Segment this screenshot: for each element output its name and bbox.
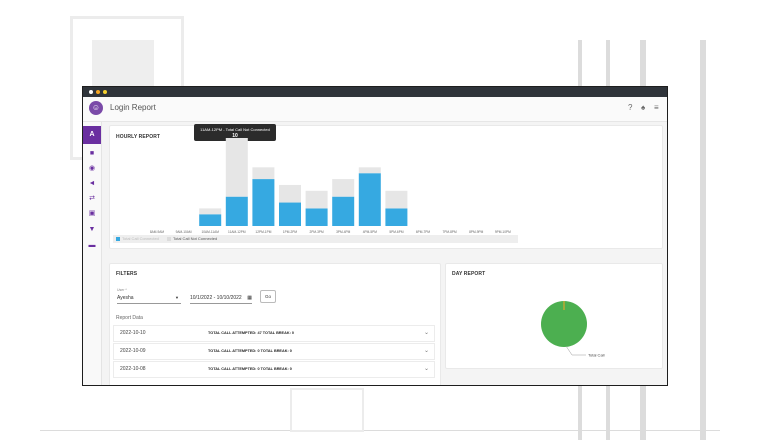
report-row[interactable]: 2022-10-09 TOTAL CALL ATTEMPTED: 0 TOTAL… (113, 343, 435, 360)
bar-not-connected-4[interactable] (252, 167, 275, 180)
bar-connected-4[interactable] (252, 179, 275, 226)
report-row-date: 2022-10-08 (120, 366, 146, 372)
report-row-detail: TOTAL CALL ATTEMPTED: 0 TOTAL BREAK: 0 (208, 367, 292, 371)
pie-label-leader (565, 345, 586, 356)
day-report-title: DAY REPORT (452, 271, 486, 277)
legend-label-not-connected[interactable]: Total Call Not Connected (173, 236, 218, 241)
x-tick-label: 8AM-9AM (150, 230, 165, 234)
x-tick-label: 9PM-10PM (495, 230, 511, 234)
hourly-bar-chart: 8AM-9AM 9AM-10AM 10AM-11AM 11AM-12PM 12PM-1P… (150, 138, 511, 234)
x-tick-label: 9AM-10AM (176, 230, 192, 234)
bar-not-connected-7[interactable] (332, 179, 355, 197)
bar-not-connected-9[interactable] (385, 190, 408, 209)
bar-connected-8[interactable] (358, 173, 381, 226)
window-titlebar (83, 87, 667, 97)
user-select[interactable]: Ayesha ▼ (117, 295, 181, 304)
bar-connected-9[interactable] (385, 208, 408, 226)
hourly-report-card: HOURLY REPORT 11AM-12PM - Total Call Not… (109, 124, 663, 249)
legend-swatch-connected[interactable] (116, 237, 120, 241)
chart-legend: Total Call Connected Total Call Not Conn… (113, 235, 518, 243)
report-row-date: 2022-10-10 (120, 330, 146, 336)
x-tick-label: 3PM-4PM (336, 230, 351, 234)
contacts-icon[interactable]: ◉ (88, 165, 96, 172)
x-tick-label: 2PM-3PM (310, 230, 325, 234)
date-range-value: 10/1/2022 - 10/10/2022 (190, 295, 242, 301)
transfer-icon[interactable]: ⇄ (89, 195, 95, 202)
chevron-down-icon: ▼ (175, 295, 179, 300)
sidebar-item-account[interactable]: A (83, 126, 101, 144)
x-tick-label: 8PM-9PM (469, 230, 484, 234)
hourly-report-title: HOURLY REPORT (116, 134, 161, 140)
bar-connected-5[interactable] (279, 202, 301, 226)
go-button[interactable]: Go (260, 290, 276, 303)
expand-chevron-icon[interactable]: ⌄ (423, 348, 429, 354)
report-data-label: Report Data (116, 315, 143, 321)
x-tick-label: 5PM-6PM (389, 230, 404, 234)
filters-title: FILTERS (116, 271, 138, 277)
bar-connected-6[interactable] (305, 208, 328, 226)
menu-icon[interactable]: ≡ (654, 103, 659, 112)
bar-not-connected-5[interactable] (279, 184, 301, 203)
bar-not-connected-6[interactable] (305, 190, 328, 209)
user-field-label: User * (117, 288, 127, 292)
app-window: ☺ Login Report ? ♠ ≡ A ■ ◉ ◄ ⇄ ▣ ▼ ▬ HOU… (82, 86, 668, 386)
bar-connected-3[interactable] (225, 196, 248, 226)
app-header: ☺ Login Report ? ♠ ≡ (83, 97, 667, 122)
reports-icon[interactable]: ▣ (88, 210, 96, 217)
x-tick-label: 12PM-1PM (255, 230, 271, 234)
report-row-detail: TOTAL CALL ATTEMPTED: 47 TOTAL BREAK: 0 (208, 331, 294, 335)
background-tower-far (700, 40, 706, 440)
sidebar: A ■ ◉ ◄ ⇄ ▣ ▼ ▬ (83, 122, 102, 385)
dashboard-icon[interactable]: ■ (89, 150, 95, 157)
bar-not-connected-8[interactable] (358, 167, 381, 174)
background-basket (290, 388, 364, 432)
chat-icon[interactable]: ▬ (88, 242, 96, 249)
tooltip-label: 11AM-12PM - Total Call Not Connected (200, 127, 270, 132)
bar-not-connected-3[interactable] (225, 138, 248, 197)
window-dot-minimize[interactable] (96, 90, 100, 94)
pie-slice-total-call[interactable] (541, 301, 587, 347)
pie-label-total-call: Total Call (588, 353, 605, 358)
window-dot-close[interactable] (89, 90, 93, 94)
day-report-card: DAY REPORT Total Call (445, 263, 663, 369)
x-tick-label: 4PM-5PM (363, 230, 378, 234)
day-report-pie-chart: Total Call (541, 301, 605, 358)
x-tick-label: 6PM-7PM (416, 230, 431, 234)
window-dot-maximize[interactable] (103, 90, 107, 94)
bar-connected-7[interactable] (332, 196, 355, 226)
bell-icon[interactable]: ♠ (641, 103, 646, 112)
campaign-icon[interactable]: ◄ (88, 180, 96, 187)
x-tick-label: 10AM-11AM (201, 230, 219, 234)
date-range-input[interactable]: 10/1/2022 - 10/10/2022 ▦ (190, 295, 252, 304)
bar-not-connected-2[interactable] (199, 208, 222, 215)
help-icon[interactable]: ? (628, 103, 633, 112)
background-floor (40, 430, 720, 431)
legend-swatch-not-connected[interactable] (167, 237, 171, 241)
x-tick-label: 1PM-2PM (283, 230, 298, 234)
tooltip-value: 10 (232, 133, 238, 139)
report-row[interactable]: 2022-10-08 TOTAL CALL ATTEMPTED: 0 TOTAL… (113, 361, 435, 378)
x-tick-label: 11AM-12PM (228, 230, 246, 234)
avatar-icon[interactable]: ☺ (89, 101, 103, 115)
bar-connected-2[interactable] (199, 214, 222, 226)
page-title: Login Report (110, 103, 156, 112)
legend-label-connected[interactable]: Total Call Connected (122, 236, 159, 241)
report-row-detail: TOTAL CALL ATTEMPTED: 0 TOTAL BREAK: 0 (208, 349, 292, 353)
expand-chevron-icon[interactable]: ⌄ (423, 366, 429, 372)
user-select-value: Ayesha (117, 295, 134, 301)
cart-icon[interactable]: ▼ (88, 226, 96, 233)
expand-chevron-icon[interactable]: ⌄ (423, 330, 429, 336)
calendar-icon[interactable]: ▦ (247, 295, 252, 301)
report-row[interactable]: 2022-10-10 TOTAL CALL ATTEMPTED: 47 TOTA… (113, 325, 435, 342)
report-row-date: 2022-10-09 (120, 348, 146, 354)
x-tick-label: 7PM-8PM (443, 230, 458, 234)
